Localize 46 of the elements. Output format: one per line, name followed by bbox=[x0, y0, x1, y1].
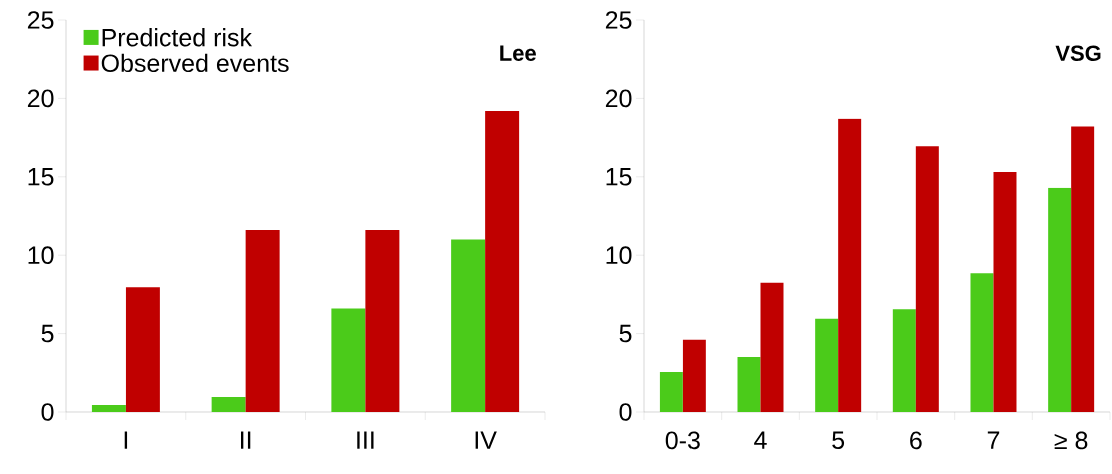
x-tick-label: 5 bbox=[832, 431, 845, 449]
y-tick-label: 0 bbox=[41, 403, 54, 421]
bar bbox=[993, 172, 1017, 412]
x-tick-label: ≥ 8 bbox=[1054, 431, 1088, 450]
bar bbox=[91, 404, 126, 412]
bar bbox=[892, 309, 916, 412]
bar bbox=[211, 397, 246, 412]
y-tick-label: 5 bbox=[619, 324, 632, 343]
y-tick-label: 10 bbox=[606, 246, 632, 265]
bar bbox=[838, 118, 862, 412]
bar bbox=[915, 146, 939, 412]
x-tick-label: 6 bbox=[910, 431, 922, 450]
bar bbox=[365, 230, 400, 412]
bar bbox=[485, 110, 520, 412]
bar bbox=[331, 308, 366, 412]
x-tick-label: II bbox=[240, 431, 251, 449]
x-tick-label: IV bbox=[475, 431, 497, 449]
y-tick-label: 5 bbox=[41, 324, 54, 343]
legend-label: Predicted risk bbox=[102, 28, 253, 47]
text: Lee bbox=[500, 45, 536, 61]
x-tick-label: 0-3 bbox=[665, 431, 700, 450]
bar bbox=[451, 239, 486, 412]
bar bbox=[1071, 126, 1095, 412]
legend-label: Observed events bbox=[101, 53, 289, 73]
y-tick-label: 10 bbox=[28, 246, 54, 265]
y-tick-label: 0 bbox=[619, 403, 632, 421]
x-tick-label: III bbox=[357, 431, 374, 449]
y-tick-label: 20 bbox=[605, 89, 632, 108]
bar bbox=[682, 339, 706, 412]
bar bbox=[970, 273, 994, 412]
text: VSG bbox=[1055, 45, 1101, 61]
bar bbox=[815, 318, 839, 412]
y-tick-label: 25 bbox=[27, 11, 54, 29]
x-tick-label: 7 bbox=[987, 431, 1000, 449]
y-tick-label: 20 bbox=[27, 89, 54, 108]
bar bbox=[760, 282, 784, 412]
bar bbox=[1048, 187, 1072, 412]
bar bbox=[659, 372, 683, 412]
y-tick-label: 15 bbox=[606, 168, 632, 186]
x-tick-label: I bbox=[124, 431, 128, 449]
y-tick-label: 25 bbox=[605, 11, 632, 29]
bar bbox=[125, 287, 160, 412]
bar bbox=[737, 357, 761, 412]
bar bbox=[245, 230, 280, 412]
x-tick-label: 4 bbox=[754, 431, 767, 449]
y-tick-label: 15 bbox=[28, 168, 54, 186]
